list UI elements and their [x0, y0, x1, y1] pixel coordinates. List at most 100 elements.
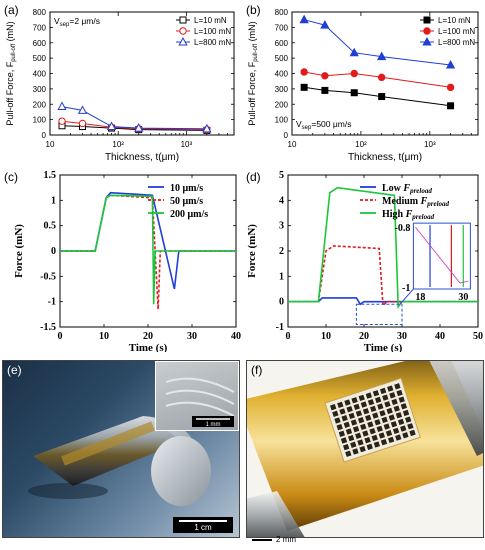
y-tick-label: 700	[33, 23, 47, 32]
y-tick-label: 1.5	[44, 170, 57, 181]
legend-marker	[422, 36, 432, 46]
scalebar-f-label: 2 mm	[276, 535, 296, 544]
y-tick-label: -1.5	[40, 322, 56, 333]
photo-f-drawing	[247, 361, 483, 537]
y-tick-label: 200	[275, 100, 289, 109]
panel-d-letter: (d)	[246, 170, 261, 184]
y-tick-label: 200	[33, 100, 47, 109]
y-axis-label: Pull-off Force, Fpull-off (mN)	[5, 21, 17, 125]
inset-y-top: -0.8	[395, 223, 411, 234]
scalebar-inset-label: 1 mm	[206, 422, 221, 428]
y-tick-label: 3	[279, 221, 284, 232]
electrode-pad	[373, 441, 381, 448]
chart-b: (b) 0 100 200 300 400 500 600 700 800 10 10² 10³Thi…	[246, 3, 479, 163]
electrode-pad	[352, 448, 359, 455]
cylinder-end-face	[151, 436, 211, 506]
electrode-pad	[376, 425, 383, 433]
electrode-pad	[369, 428, 376, 435]
electrode-pad	[394, 383, 401, 390]
electrode-pad	[350, 441, 357, 448]
electrode-pad	[382, 394, 389, 401]
electrode-pad	[392, 427, 400, 435]
x-tick-label: 10	[288, 140, 297, 149]
electrode-pad	[343, 421, 350, 428]
y-tick-label: 800	[275, 8, 289, 17]
electrode-pad	[336, 423, 343, 431]
data-point	[134, 123, 144, 132]
electrode-pad	[395, 412, 403, 419]
x-tick-label: 10	[46, 140, 55, 149]
y-tick-label: 0	[279, 297, 284, 308]
electrode-pad	[371, 434, 378, 441]
series-line	[60, 194, 236, 305]
series-0	[300, 83, 455, 110]
photo-f: (f)	[246, 360, 484, 538]
electrode-pad	[397, 418, 405, 426]
legend-marker	[423, 16, 431, 24]
electrode-pad	[345, 428, 353, 435]
electrode-pad	[357, 417, 365, 424]
chart-c: (c) -1.5 -1 -0.5 0 0.5 1 1.5 0 10 20 30 40 Time (s) F…	[4, 170, 241, 352]
x-tick-label: 30	[397, 331, 407, 342]
legend-entry: L=800 mN	[438, 38, 475, 47]
electrode-pad	[374, 419, 381, 426]
inset-x-right: 30	[458, 292, 468, 303]
y-axis-label: Force (mN)	[13, 224, 25, 278]
photo-e-drawing	[28, 416, 211, 506]
y-tick-label: -1	[276, 322, 284, 333]
y-tick-label: 300	[275, 85, 289, 94]
legend-entry: 200 μm/s	[170, 209, 208, 220]
y-axis-label: Pull-off Force, Fpull-off (mN)	[247, 21, 259, 125]
electrode-pad	[355, 410, 363, 417]
series-2	[57, 101, 212, 133]
legend-entry: 50 μm/s	[170, 196, 203, 207]
electrode-pad	[338, 430, 345, 437]
electrode-pad	[405, 416, 412, 423]
electrode-pad	[351, 397, 358, 404]
zoom-region	[355, 303, 403, 325]
x-axis-label: Thickness, t(μm)	[105, 152, 179, 163]
electrode-pad	[383, 423, 390, 430]
y-tick-label: 100	[33, 116, 47, 125]
x-tick-label: 0	[58, 331, 63, 342]
legend-entry: L=100 mN	[438, 27, 475, 36]
x-tick-label: 10³	[181, 140, 193, 149]
electrode-pad	[389, 392, 396, 399]
inset-arrow	[399, 288, 414, 305]
x-axis-label: Thickness, t(μm)	[348, 152, 422, 163]
electrode-pad	[334, 417, 341, 424]
electrode-pad	[395, 434, 402, 441]
y-tick-label: 4	[279, 195, 284, 206]
y-tick-label: 700	[275, 23, 289, 32]
electrode-pad	[400, 403, 408, 410]
electrode-pad	[365, 392, 373, 399]
electrode-pad	[391, 398, 398, 406]
electrode-pad	[409, 429, 416, 437]
legend-entry: 10 μm/s	[170, 183, 203, 194]
electrode-pad	[355, 432, 362, 439]
y-tick-label: 0	[51, 246, 56, 257]
electrode-pad	[345, 450, 352, 457]
electrode-pad	[387, 385, 394, 392]
electrode-pad	[330, 404, 337, 411]
x-tick-label: 20	[143, 331, 153, 342]
y-tick-label: 5	[279, 170, 284, 181]
electrode-array	[324, 377, 421, 463]
electrode-pad	[379, 410, 386, 417]
legend-entry: L=10 mN	[194, 16, 227, 25]
y-tick-label: 300	[33, 85, 47, 94]
electrode-pad	[359, 445, 366, 453]
y-tick-label: 100	[275, 116, 289, 125]
electrode-pad	[396, 389, 403, 397]
electrode-pad	[372, 390, 380, 397]
electrode-pad	[365, 414, 372, 422]
electrode-pad	[346, 406, 353, 413]
inset-trace	[415, 226, 469, 284]
electrode-pad	[375, 396, 382, 404]
electrode-pad	[367, 399, 375, 406]
legend-entry: High Fpreload	[382, 209, 435, 221]
x-tick-label: 10	[321, 331, 331, 342]
panel-e-letter: (e)	[7, 363, 22, 377]
data-point	[202, 123, 212, 133]
